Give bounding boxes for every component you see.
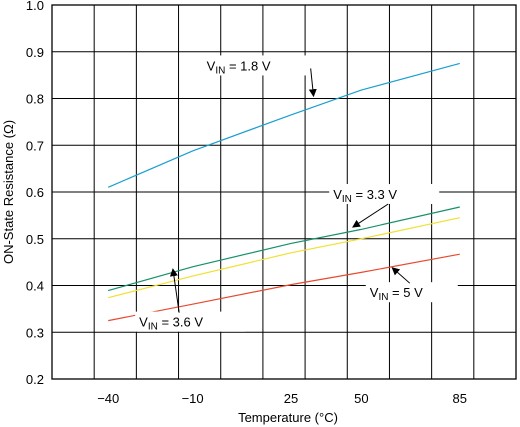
annotation-bg (202, 55, 313, 76)
y-tick-label: 0.9 (26, 45, 44, 60)
ticks: 0.2 0.3 0.4 0.5 0.6 0.7 0.8 0.9 1.0 −40 −10 25 50 85 (26, 0, 467, 406)
annotation-label: VIN = 3.3 V (333, 187, 397, 205)
x-tick-label: −10 (182, 391, 204, 406)
annotation-arrow (391, 267, 411, 284)
annotation-label: VIN = 1.8 V (207, 58, 271, 76)
y-tick-label: 0.8 (26, 92, 44, 107)
annotation-arrow (169, 268, 180, 313)
annotation-bg (135, 311, 246, 332)
y-tick-label: 1.0 (26, 0, 44, 13)
series-lines (107, 62, 460, 322)
series-line-1 (108, 206, 460, 292)
annotation-arrow (352, 203, 389, 228)
x-tick-label: 50 (354, 391, 368, 406)
y-tick-label: 0.6 (26, 185, 44, 200)
annotation-arrow (308, 68, 317, 98)
annotation-bg (365, 282, 458, 303)
annotation-label: VIN = 5 V (370, 285, 423, 303)
plot-frame (51, 4, 517, 380)
annotations: VIN = 1.8 V VIN = 3.3 V VIN = 3.6 V VIN = 5… (135, 55, 458, 333)
y-tick-label: 0.2 (26, 372, 44, 387)
x-tick-label: 85 (453, 391, 467, 406)
x-axis-label: Temperature (°C) (238, 410, 338, 425)
series-line-0 (107, 62, 460, 188)
y-tick-label: 0.5 (26, 232, 44, 247)
y-tick-label: 0.7 (26, 138, 44, 153)
y-tick-label: 0.3 (26, 325, 44, 340)
series-line-3 (108, 253, 460, 322)
annotation-bg (329, 184, 440, 205)
y-tick-label: 0.4 (26, 279, 44, 294)
x-tick-label: 25 (284, 391, 298, 406)
x-tick-label: −40 (97, 391, 119, 406)
annotation-label: VIN = 3.6 V (139, 315, 203, 333)
y-axis-label: ON-State Resistance (Ω) (1, 120, 16, 264)
series-line-2 (108, 217, 460, 299)
